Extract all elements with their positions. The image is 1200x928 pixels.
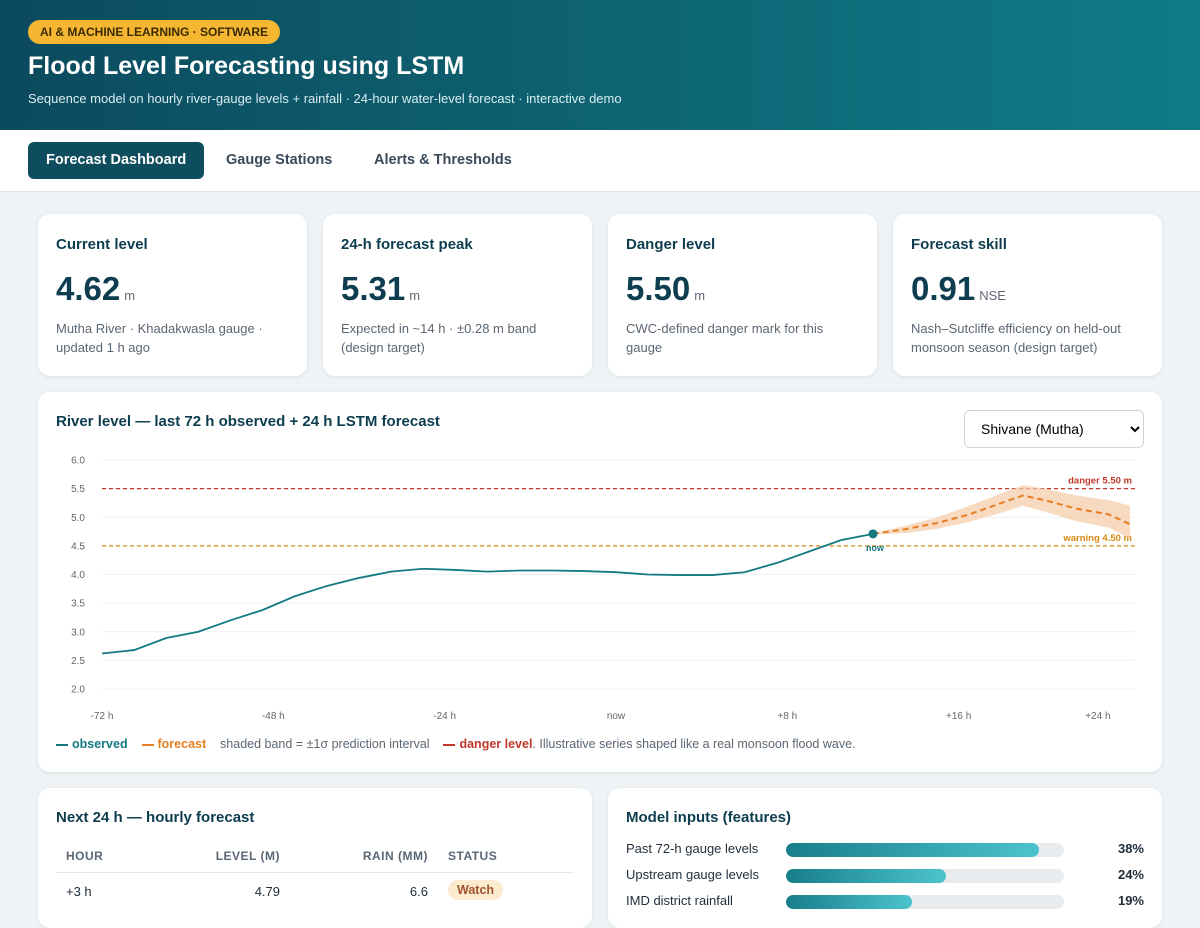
now-marker <box>868 529 878 539</box>
badge: AI & MACHINE LEARNING · SOFTWARE <box>28 20 280 44</box>
bar-track <box>786 895 1064 909</box>
tab[interactable]: Alerts & Thresholds <box>374 152 512 168</box>
x-tick-label: -24 h <box>433 711 456 722</box>
tab[interactable]: Forecast Dashboard <box>28 142 205 179</box>
feature-value: 38% <box>1117 841 1144 856</box>
header: AI & MACHINE LEARNING · SOFTWARE Flood L… <box>0 0 1200 130</box>
subtitle: Sequence model on hourly river-gauge lev… <box>28 91 622 106</box>
column-header: HOUR <box>66 849 104 863</box>
series-line <box>101 532 874 655</box>
feature-label: Upstream gauge levels <box>626 867 759 882</box>
status-pill: Watch <box>448 880 504 900</box>
y-tick-label: 6.0 <box>71 456 85 467</box>
cell: +3 h <box>66 884 92 899</box>
legend-symbol <box>141 743 154 746</box>
legend-symbol <box>56 743 68 746</box>
legend-entry: forecast <box>157 737 207 751</box>
x-tick-label: -72 h <box>91 711 114 722</box>
stat-value: 5.50 <box>626 270 691 307</box>
stat-value-wrap: 0.91 NSE <box>911 270 1006 308</box>
stat-card: 24-h forecast peak 5.31 m Expected in ~14 h… <box>323 214 592 376</box>
stat-card: Danger level 5.50 m CWC-defined danger mark… <box>608 214 877 376</box>
feature-value: 19% <box>1117 893 1144 908</box>
x-tick-label: +16 h <box>946 711 971 722</box>
feature-label: IMD district rainfall <box>626 893 733 908</box>
now-label: now <box>866 543 885 553</box>
bar-track <box>786 869 1064 883</box>
stat-value: 5.31 <box>341 270 406 307</box>
page-title: Flood Level Forecasting using LSTM <box>28 52 465 80</box>
tab-bar: Forecast Dashboard Gauge Stations Alerts… <box>0 130 1200 192</box>
stat-note: CWC-defined danger mark for this gauge <box>626 321 824 355</box>
stat-value-wrap: 5.50 m <box>626 270 705 308</box>
x-tick-label: now <box>607 711 626 722</box>
stat-label: Current level <box>56 236 148 253</box>
feature-value: 24% <box>1117 867 1144 882</box>
y-tick-label: 2.5 <box>71 656 85 667</box>
stat-note: Mutha River · Khadakwasla gauge · update… <box>56 321 263 355</box>
x-tick-label: +24 h <box>1085 711 1110 722</box>
stat-card: Current level 4.62 m Mutha River · Khadakwa… <box>38 214 307 376</box>
stat-value-wrap: 5.31 m <box>341 270 420 308</box>
features-card: Model inputs (features) Past 72-h gauge … <box>608 788 1162 928</box>
stat-value: 0.91 <box>911 270 976 307</box>
stat-value-wrap: 4.62 m <box>56 270 135 308</box>
threshold-label: warning 4.50 m <box>1062 533 1132 544</box>
legend-entry: observed <box>72 737 128 751</box>
prediction-band <box>873 485 1130 540</box>
threshold-label: danger 5.50 m <box>1068 476 1132 487</box>
y-tick-label: 4.0 <box>71 570 85 581</box>
stat-unit: NSE <box>979 288 1006 303</box>
bar <box>786 869 946 883</box>
chart: 2.0 2.5 3.0 3.5 4.0 4.5 5.0 5.5 6.0 -72 h -48 h -24… <box>71 456 1135 722</box>
cell: 4.79 <box>254 884 280 899</box>
y-tick-label: 3.5 <box>71 599 85 610</box>
bar <box>786 895 913 909</box>
stat-note: Nash–Sutcliffe efficiency on held-out mo… <box>911 321 1121 355</box>
y-tick-label: 4.5 <box>71 541 85 552</box>
series-line <box>872 494 1131 535</box>
chart-title: River level — last 72 h observed + 24 h … <box>56 413 440 430</box>
y-tick-label: 5.5 <box>71 484 85 495</box>
column-header: LEVEL (M) <box>215 849 280 863</box>
stat-note: Expected in ~14 h · ±0.28 m band (design… <box>341 321 537 355</box>
table-card: Next 24 h — hourly forecast HOUR LEVEL (… <box>38 788 592 928</box>
stat-unit: m <box>694 288 706 303</box>
legend-entry: danger level <box>459 737 533 751</box>
tab[interactable]: Gauge Stations <box>226 152 333 168</box>
y-tick-label: 3.0 <box>71 627 85 638</box>
stat-unit: m <box>409 288 421 303</box>
divider <box>56 872 574 873</box>
legend-symbol <box>443 743 456 746</box>
y-tick-label: 5.0 <box>71 513 85 524</box>
x-tick-label: +8 h <box>777 711 797 722</box>
bar-track <box>786 843 1064 857</box>
stat-card: Forecast skill 0.91 NSE Nash–Sutcliffe effi… <box>893 214 1162 376</box>
chart-card: River level — last 72 h observed + 24 h … <box>38 392 1162 772</box>
legend-note: shaded band = ±1σ prediction interval <box>220 737 430 751</box>
column-header: RAIN (MM) <box>362 849 428 863</box>
legend-note: . Illustrative series shaped like a real… <box>532 737 856 751</box>
legend: observed forecast shaded band = ±1σ pred… <box>56 737 856 751</box>
stat-label: Danger level <box>626 236 716 253</box>
stat-value: 4.62 <box>56 270 121 307</box>
features-title: Model inputs (features) <box>626 809 792 826</box>
feature-label: Past 72-h gauge levels <box>626 841 759 856</box>
column-header: STATUS <box>448 849 498 863</box>
cell: 6.6 <box>409 884 428 899</box>
station-select[interactable]: Shivane (Mutha) <box>964 410 1144 448</box>
x-tick-label: -48 h <box>262 711 285 722</box>
table-title: Next 24 h — hourly forecast <box>56 809 255 826</box>
stat-label: Forecast skill <box>911 236 1007 253</box>
stat-label: 24-h forecast peak <box>341 236 473 253</box>
bar <box>786 843 1039 857</box>
y-tick-label: 2.0 <box>71 685 85 696</box>
stat-unit: m <box>124 288 136 303</box>
